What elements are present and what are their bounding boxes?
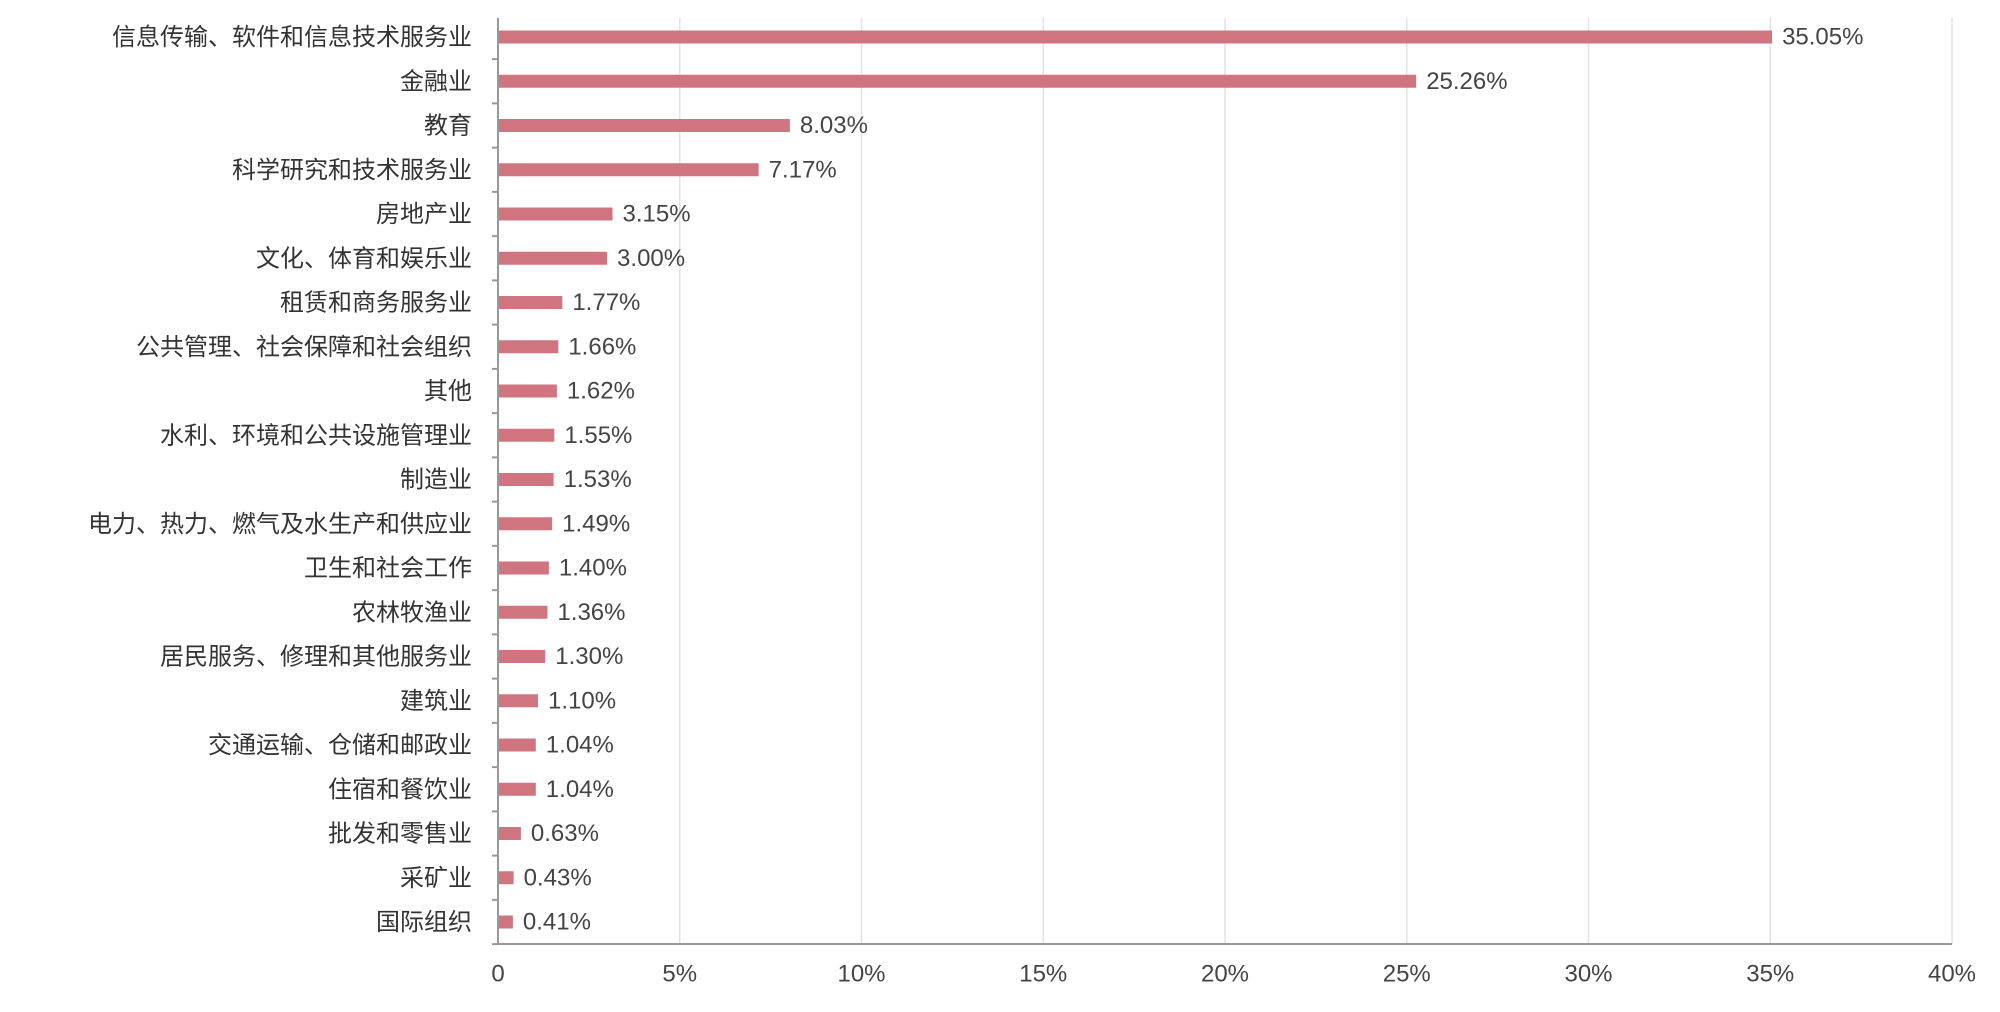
value-label: 1.66%	[568, 333, 636, 360]
bar	[498, 694, 538, 708]
value-label: 0.43%	[524, 864, 592, 891]
category-label: 文化、体育和娱乐业	[256, 244, 472, 272]
category-label: 其他	[424, 377, 472, 405]
bar	[498, 384, 557, 398]
category-label: 农林牧渔业	[352, 598, 472, 626]
value-label: 3.15%	[623, 201, 691, 228]
bars	[498, 30, 1773, 929]
x-tick-label: 25%	[1383, 961, 1431, 988]
category-label: 批发和零售业	[328, 820, 472, 848]
bar	[498, 561, 549, 575]
x-tick-label: 30%	[1564, 961, 1612, 988]
category-label: 金融业	[400, 67, 472, 95]
bar	[498, 119, 790, 132]
value-label: 1.49%	[562, 510, 630, 537]
category-label: 教育	[424, 112, 472, 140]
value-label: 0.41%	[523, 909, 591, 936]
value-label: 35.05%	[1782, 24, 1863, 51]
bar	[498, 782, 536, 796]
bar	[498, 827, 521, 840]
bar	[498, 207, 613, 221]
bar	[498, 340, 559, 354]
grid-lines	[679, 18, 1953, 944]
value-label: 1.53%	[564, 466, 632, 493]
x-tick-label: 35%	[1746, 961, 1794, 988]
x-tick-label: 20%	[1201, 961, 1249, 988]
bar	[498, 473, 554, 486]
x-tick-label: 15%	[1019, 961, 1067, 988]
category-label: 房地产业	[376, 200, 472, 228]
value-label: 1.62%	[567, 378, 635, 405]
bar	[498, 296, 563, 309]
bar	[498, 915, 513, 929]
category-label: 制造业	[400, 466, 472, 494]
bar	[498, 517, 553, 531]
bar	[498, 428, 555, 442]
axes	[492, 18, 1952, 946]
value-label: 25.26%	[1426, 68, 1507, 95]
x-tick-label: 10%	[837, 961, 885, 988]
x-tick-labels: 0 5% 10% 15% 20% 25% 30% 35% 40%	[491, 961, 1976, 988]
bar	[498, 738, 536, 752]
category-label: 公共管理、社会保障和社会组织	[136, 333, 472, 361]
category-label: 信息传输、软件和信息技术服务业	[112, 23, 472, 51]
category-label: 卫生和社会工作	[304, 554, 472, 582]
bar	[498, 251, 608, 265]
bar	[498, 605, 548, 619]
x-tick-label: 5%	[662, 961, 697, 988]
bar	[498, 163, 759, 177]
x-tick-label: 40%	[1928, 961, 1976, 988]
value-label: 1.10%	[548, 687, 616, 714]
category-label: 建筑业	[400, 687, 472, 715]
category-label: 住宿和餐饮业	[328, 775, 472, 803]
bar	[498, 74, 1417, 88]
category-labels: 信息传输、软件和信息技术服务业金融业教育科学研究和技术服务业房地产业文化、体育和…	[88, 23, 472, 936]
category-label: 居民服务、修理和其他服务业	[160, 643, 472, 671]
value-label: 1.04%	[546, 776, 614, 803]
value-label: 1.04%	[546, 732, 614, 759]
value-label: 3.00%	[617, 245, 685, 272]
category-label: 电力、热力、燃气及水生产和供应业	[88, 510, 472, 538]
value-labels: 35.05% 25.26% 8.03% 7.17% 3.15% 3.00% 1.77% 1.6…	[523, 24, 1864, 936]
value-label: 8.03%	[800, 112, 868, 139]
value-label: 7.17%	[769, 156, 837, 183]
value-label: 0.63%	[531, 820, 599, 847]
category-label: 国际组织	[376, 908, 472, 936]
value-label: 1.36%	[557, 599, 625, 626]
value-label: 1.55%	[564, 422, 632, 449]
bar	[498, 650, 546, 663]
value-label: 1.30%	[555, 643, 623, 670]
value-label: 1.77%	[572, 289, 640, 316]
category-label: 交通运输、仓储和邮政业	[208, 731, 472, 759]
category-label: 科学研究和技术服务业	[232, 156, 472, 184]
value-label: 1.40%	[559, 555, 627, 582]
category-label: 租赁和商务服务业	[280, 289, 472, 317]
bar	[498, 30, 1773, 44]
category-label: 水利、环境和公共设施管理业	[160, 421, 472, 449]
x-tick-label: 0	[491, 961, 504, 988]
bar	[498, 871, 514, 885]
category-label: 采矿业	[400, 864, 472, 892]
